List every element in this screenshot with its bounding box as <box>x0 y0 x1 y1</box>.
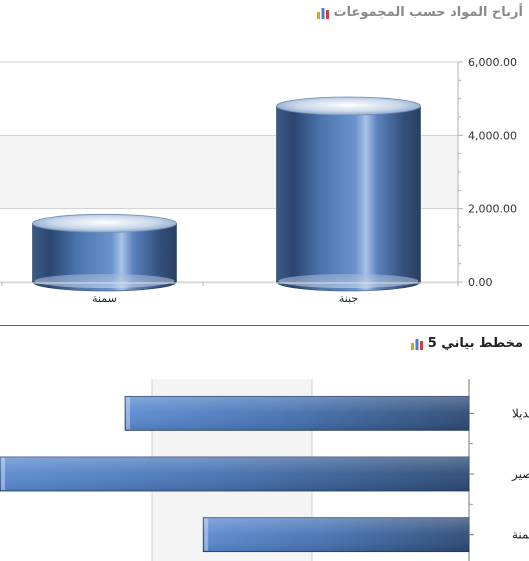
chart-panel-5: مرتديلا عصير سمنة مخطط بياني 5 <box>0 326 529 561</box>
horizontal-bar-chart: مرتديلا عصير سمنة <box>0 379 529 561</box>
chart-panel-profits: 0.00 2,000.00 4,000.00 6,000.00 سمنة جبنة أرب… <box>0 5 523 305</box>
chart-title-row: أرباح المواد حسب المجموعات <box>316 5 523 20</box>
bar-gloss <box>0 457 469 491</box>
bar-chart-icon <box>316 7 329 19</box>
bar-edge-highlight <box>204 518 209 551</box>
bar-base-shine <box>34 274 175 288</box>
bar-chart-icon <box>410 338 423 350</box>
bar <box>276 96 421 292</box>
cylinder-bar-chart: 0.00 2,000.00 4,000.00 6,000.00 سمنة جبنة <box>0 56 517 305</box>
bar-top <box>32 213 177 233</box>
category-label: مرتديلا <box>512 406 529 421</box>
y-tick-label: 6,000.00 <box>468 56 517 69</box>
x-tick-label: سمنة <box>92 292 117 305</box>
bar-top <box>276 96 421 116</box>
bar-edge-highlight <box>1 458 5 490</box>
chart-title-row: مخطط بياني 5 <box>410 336 523 351</box>
bar <box>32 213 177 292</box>
bar-edge-highlight <box>126 397 131 430</box>
bar-body <box>276 105 421 292</box>
bar-gloss <box>203 517 469 552</box>
chart-title: مخطط بياني 5 <box>427 336 523 351</box>
chart-title: أرباح المواد حسب المجموعات <box>333 5 523 20</box>
panel-divider <box>0 325 529 326</box>
y-tick-label: 2,000.00 <box>468 203 517 216</box>
category-label: عصير <box>511 467 529 482</box>
bar <box>0 456 470 492</box>
bar <box>202 517 470 553</box>
bar-base-shine <box>278 274 419 288</box>
category-label: سمنة <box>512 528 529 542</box>
bar-gloss <box>125 396 470 431</box>
bar-body <box>32 223 177 292</box>
y-tick-label: 0.00 <box>468 276 493 289</box>
x-tick-label: جبنة <box>339 292 358 305</box>
y-tick-label: 4,000.00 <box>468 129 517 142</box>
bar <box>124 395 470 431</box>
